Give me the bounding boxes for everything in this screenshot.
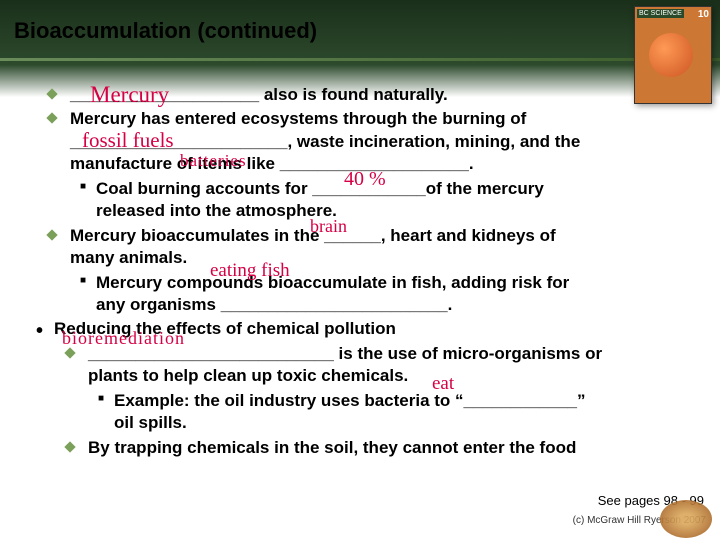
text: Mercury has entered ecosystems through t… (70, 109, 526, 128)
subbullet-coal: Coal burning accounts for ____________of… (36, 178, 700, 223)
text: manufacture of items like ______________… (70, 154, 474, 173)
text: oil spills. (114, 413, 187, 432)
header-divider (0, 58, 720, 61)
subbullet-bioremediation: __________________________ is the use of… (54, 343, 700, 388)
bullet-bioaccumulate-organs: Mercury bioaccumulates in the ______, he… (36, 225, 700, 270)
book-cover-art (649, 33, 693, 77)
text: any organisms ________________________. (96, 295, 452, 314)
text: released into the atmosphere. (96, 201, 337, 220)
text: Example: the oil industry uses bacteria … (114, 391, 586, 410)
subbullet-fish-risk: Mercury compounds bioaccumulate in fish,… (36, 272, 700, 317)
slide: Bioaccumulation (continued) BC SCIENCE 1… (0, 0, 720, 540)
text: By trapping chemicals in the soil, they … (88, 438, 576, 457)
text: Coal burning accounts for ____________of… (96, 179, 544, 198)
bullet-mercury-ecosystems: Mercury has entered ecosystems through t… (36, 108, 700, 175)
content-body: ____________________ also is found natur… (36, 84, 700, 461)
decorative-cell-image (660, 500, 712, 538)
text: ____________________ also is found natur… (70, 85, 448, 104)
slide-title: Bioaccumulation (continued) (14, 18, 317, 44)
book-series-label: BC SCIENCE (637, 9, 684, 18)
text: Mercury bioaccumulates in the ______, he… (70, 226, 556, 245)
text: plants to help clean up toxic chemicals. (88, 366, 408, 385)
text: many animals. (70, 248, 187, 267)
text: __________________________ is the use of… (88, 344, 602, 363)
text: Mercury compounds bioaccumulate in fish,… (96, 273, 569, 292)
subbullet-trapping: By trapping chemicals in the soil, they … (54, 437, 700, 459)
subbullet-oil-example: Example: the oil industry uses bacteria … (54, 390, 700, 435)
text: Reducing the effects of chemical polluti… (54, 319, 396, 338)
text: _______________________, waste incinerat… (70, 132, 580, 151)
book-number: 10 (698, 9, 709, 20)
bullet-mercury-natural: ____________________ also is found natur… (36, 84, 700, 106)
bullet-reducing-effects: Reducing the effects of chemical polluti… (36, 318, 700, 340)
